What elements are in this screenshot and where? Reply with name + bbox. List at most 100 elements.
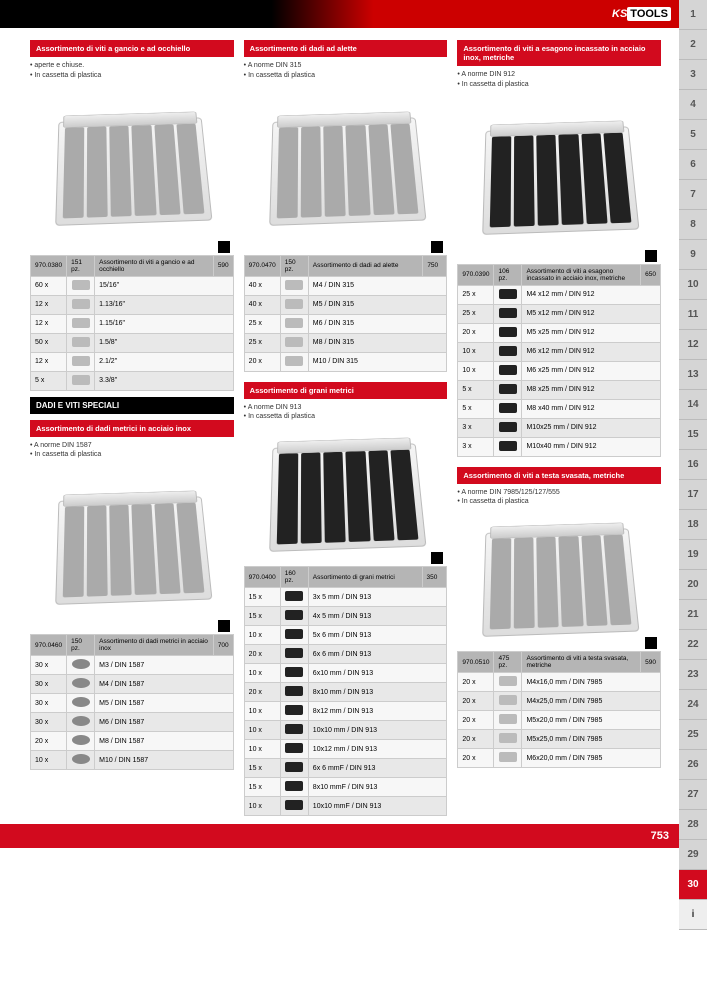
item-icon-cell <box>280 276 308 295</box>
spec-cell: M6 x25 mm / DIN 912 <box>522 361 661 380</box>
item-icon-cell <box>280 740 308 759</box>
item-icon <box>499 308 517 318</box>
table-row: 30 x M3 / DIN 1587 <box>31 656 234 675</box>
chapter-tab-18[interactable]: 18 <box>679 510 707 540</box>
table-row: 5 x 3.3/8" <box>31 371 234 390</box>
chapter-tab-12[interactable]: 12 <box>679 330 707 360</box>
qty-cell: 10 x <box>244 721 280 740</box>
table-row: 3 x M10x25 mm / DIN 912 <box>458 418 661 437</box>
chapter-tab-i[interactable]: i <box>679 900 707 930</box>
item-icon-cell <box>67 276 95 295</box>
chapter-tab-28[interactable]: 28 <box>679 810 707 840</box>
weight-icon <box>218 241 230 253</box>
table-row: 15 x 4x 5 mm / DIN 913 <box>244 607 447 626</box>
qty-cell: 20 x <box>244 645 280 664</box>
spec-cell: M10 / DIN 1587 <box>95 751 234 770</box>
item-icon <box>285 762 303 772</box>
spec-cell: M4 / DIN 1587 <box>95 675 234 694</box>
chapter-tab-26[interactable]: 26 <box>679 750 707 780</box>
qty-cell: 40 x <box>244 276 280 295</box>
chapter-tab-5[interactable]: 5 <box>679 120 707 150</box>
product-title: Assortimento di dadi metrici in acciaio … <box>30 420 234 437</box>
chapter-tab-9[interactable]: 9 <box>679 240 707 270</box>
qty-cell: 20 x <box>244 352 280 371</box>
table-row: 40 x M5 / DIN 315 <box>244 295 447 314</box>
chapter-tab-19[interactable]: 19 <box>679 540 707 570</box>
item-icon-cell <box>494 399 522 418</box>
chapter-tab-22[interactable]: 22 <box>679 630 707 660</box>
item-icon <box>285 705 303 715</box>
chapter-tab-21[interactable]: 21 <box>679 600 707 630</box>
chapter-tab-16[interactable]: 16 <box>679 450 707 480</box>
column-2: Assortimento di dadi ad alette A norme D… <box>244 40 448 816</box>
qty-cell: 3 x <box>458 418 494 437</box>
chapter-tab-4[interactable]: 4 <box>679 90 707 120</box>
qty-cell: 30 x <box>31 675 67 694</box>
chapter-tab-1[interactable]: 1 <box>679 0 707 30</box>
item-icon-cell <box>67 371 95 390</box>
chapter-tab-24[interactable]: 24 <box>679 690 707 720</box>
table-row: 10 x 8x12 mm / DIN 913 <box>244 702 447 721</box>
table-row: 15 x 6x 6 mmF / DIN 913 <box>244 759 447 778</box>
chapter-tab-10[interactable]: 10 <box>679 270 707 300</box>
chapter-tab-23[interactable]: 23 <box>679 660 707 690</box>
chapter-tab-7[interactable]: 7 <box>679 180 707 210</box>
spec-cell: 15/16" <box>95 276 234 295</box>
item-icon-cell <box>67 694 95 713</box>
spec-cell: 1.5/8" <box>95 333 234 352</box>
qty-cell: 10 x <box>244 664 280 683</box>
item-icon-cell <box>494 361 522 380</box>
item-icon-cell <box>494 749 522 768</box>
product-table-countersunk: 970.0510 475 pz. Assortimento di viti a … <box>457 651 661 768</box>
item-icon <box>285 686 303 696</box>
spec-cell: 1.15/16" <box>95 314 234 333</box>
chapter-tab-2[interactable]: 2 <box>679 30 707 60</box>
item-icon <box>72 280 90 290</box>
chapter-tab-29[interactable]: 29 <box>679 840 707 870</box>
item-icon-cell <box>280 352 308 371</box>
spec-cell: M3 / DIN 1587 <box>95 656 234 675</box>
item-icon-cell <box>494 380 522 399</box>
spec-cell: M8 / DIN 315 <box>308 333 447 352</box>
item-icon <box>72 337 90 347</box>
product-title: Assortimento di viti a gancio e ad occhi… <box>30 40 234 57</box>
chapter-tab-14[interactable]: 14 <box>679 390 707 420</box>
qty-cell: 20 x <box>458 673 494 692</box>
table-row: 5 x M8 x40 mm / DIN 912 <box>458 399 661 418</box>
item-icon-cell <box>280 702 308 721</box>
item-icon-cell <box>280 314 308 333</box>
product-title: Assortimento di dadi ad alette <box>244 40 448 57</box>
item-icon <box>285 318 303 328</box>
spec-cell: M4x25,0 mm / DIN 7985 <box>522 692 661 711</box>
product-table-hex-socket: 970.0390 106 pz. Assortimento di viti a … <box>457 264 661 457</box>
product-image <box>457 98 661 258</box>
qty-cell: 12 x <box>31 295 67 314</box>
spec-cell: M6 x12 mm / DIN 912 <box>522 342 661 361</box>
qty-cell: 12 x <box>31 314 67 333</box>
weight-icon <box>431 241 443 253</box>
chapter-tab-17[interactable]: 17 <box>679 480 707 510</box>
table-row: 60 x 15/16" <box>31 276 234 295</box>
item-icon-cell <box>280 759 308 778</box>
chapter-tab-8[interactable]: 8 <box>679 210 707 240</box>
chapter-tab-27[interactable]: 27 <box>679 780 707 810</box>
chapter-tab-3[interactable]: 3 <box>679 60 707 90</box>
table-row: 10 x 6x10 mm / DIN 913 <box>244 664 447 683</box>
spec-cell: M8 / DIN 1587 <box>95 732 234 751</box>
item-icon <box>499 714 517 724</box>
chapter-tab-6[interactable]: 6 <box>679 150 707 180</box>
chapter-tab-30[interactable]: 30 <box>679 870 707 900</box>
item-icon-cell <box>494 730 522 749</box>
chapter-tab-20[interactable]: 20 <box>679 570 707 600</box>
qty-cell: 20 x <box>458 711 494 730</box>
chapter-tab-15[interactable]: 15 <box>679 420 707 450</box>
spec-cell: M5x20,0 mm / DIN 7985 <box>522 711 661 730</box>
table-row: 15 x 3x 5 mm / DIN 913 <box>244 588 447 607</box>
chapter-tab-13[interactable]: 13 <box>679 360 707 390</box>
qty-cell: 25 x <box>244 333 280 352</box>
item-icon <box>285 280 303 290</box>
chapter-tabs: 1234567891011121314151617181920212223242… <box>679 0 707 930</box>
chapter-tab-11[interactable]: 11 <box>679 300 707 330</box>
chapter-tab-25[interactable]: 25 <box>679 720 707 750</box>
qty-cell: 12 x <box>31 352 67 371</box>
